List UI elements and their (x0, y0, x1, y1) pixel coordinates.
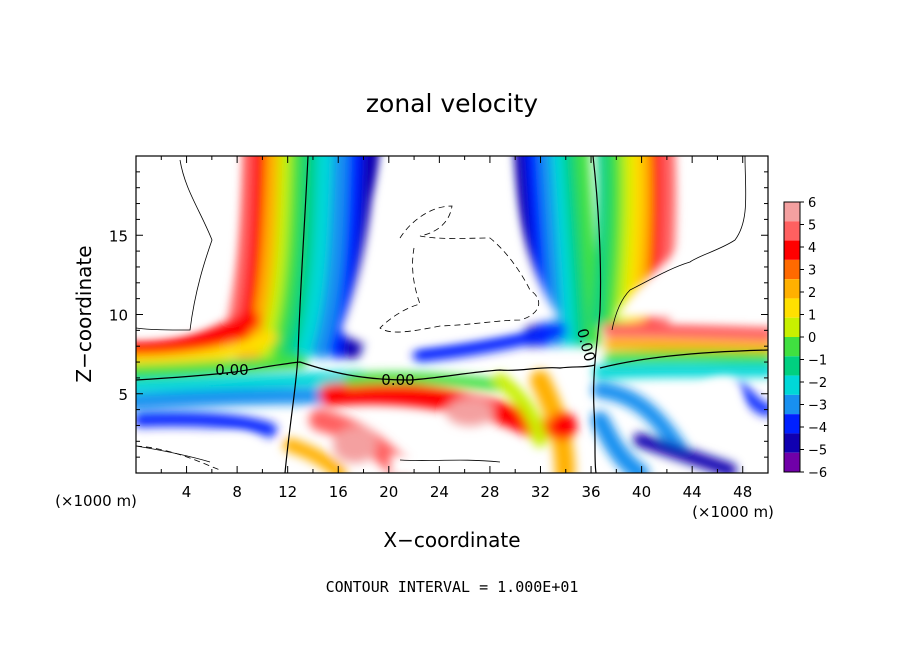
colorbar-tick-label: −4 (808, 421, 827, 436)
colorbar-swatch (784, 240, 800, 260)
colorbar-tick-label: 4 (808, 241, 816, 256)
colorbar-swatch (784, 202, 800, 222)
x-tick-label: 44 (683, 483, 702, 501)
y-tick-label: 15 (109, 227, 128, 245)
colorbar-swatch (784, 394, 800, 415)
contour-label: 0.00 (215, 361, 248, 379)
colorbar-swatch (784, 298, 800, 318)
colorbar-tick-label: 2 (808, 286, 816, 301)
colorbar-tick-label: −2 (808, 376, 827, 391)
colorbar-swatch (784, 414, 800, 434)
x-unit-right: (×1000 m) (692, 503, 774, 521)
colorbar-swatch (784, 279, 800, 299)
x-tick-label: 28 (480, 483, 499, 501)
x-tick-label: 24 (430, 483, 449, 501)
x-axis-label: X−coordinate (383, 528, 520, 552)
colorbar-tick-label: −3 (808, 399, 827, 414)
colorbar-swatch (784, 356, 800, 376)
x-tick-label: 4 (182, 483, 192, 501)
contour-label: 0.00 (381, 371, 414, 389)
contour-interval-note: CONTOUR INTERVAL = 1.000E+01 (326, 578, 579, 596)
colorbar-tick-label: −1 (808, 354, 827, 369)
colorbar-tick-label: 0 (808, 331, 816, 346)
y-tick-label: 10 (109, 307, 128, 325)
x-tick-label: 20 (379, 483, 398, 501)
colorbar-swatch (784, 221, 800, 241)
colorbar: 6 5 4 3 2 1 0 −1 −2 −3 −4 −5 −6 (783, 196, 827, 481)
x-tick-label: 12 (278, 483, 297, 501)
colorbar-tick-label: 3 (808, 264, 816, 279)
y-tick-label: 5 (118, 386, 128, 404)
zero-contour-mid (136, 361, 596, 381)
x-unit-left: (×1000 m) (55, 492, 137, 510)
y-axis-label: Z−coordinate (72, 245, 96, 382)
x-tick-label: 8 (232, 483, 242, 501)
x-tick-label: 40 (632, 483, 651, 501)
colorbar-swatch (784, 337, 800, 357)
colorbar-swatch (784, 259, 800, 280)
zero-contour-right-h (599, 349, 768, 369)
colorbar-swatch (784, 433, 800, 453)
x-tick-label: 36 (581, 483, 600, 501)
chart-title: zonal velocity (366, 89, 538, 118)
x-tick-label: 32 (531, 483, 550, 501)
heatmap-field: 0.000.000.00 (136, 156, 768, 473)
x-tick-label: 16 (329, 483, 348, 501)
colorbar-tick-label: −6 (808, 466, 827, 481)
zero-contour-left (284, 156, 309, 473)
colorbar-swatch (784, 452, 800, 472)
colorbar-tick-label: 1 (808, 309, 816, 324)
x-tick-label: 48 (733, 483, 752, 501)
colorbar-swatch (784, 317, 800, 337)
colorbar-tick-label: 6 (808, 196, 816, 211)
zero-contour-right (592, 156, 602, 473)
colorbar-swatch (784, 375, 800, 395)
colorbar-tick-label: 5 (808, 219, 816, 234)
colorbar-tick-label: −5 (808, 444, 827, 459)
